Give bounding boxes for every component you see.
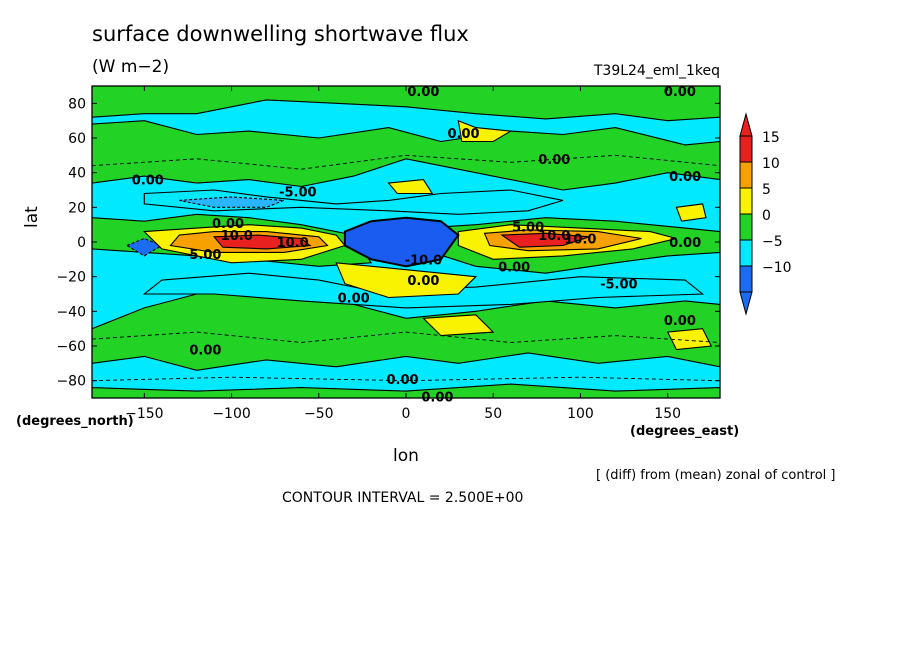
contour-label: 10.0 [221,229,253,244]
y-tick-label: 20 [68,200,86,216]
contour-label: 10.0 [564,233,596,248]
colorbar-swatch [739,161,753,189]
region-yellow-north-patch-1 [457,119,513,143]
region-negative-band-north [179,196,285,208]
x-tick-label: 0 [402,406,411,422]
run-id-label: T39L24_eml_1keq [593,63,720,79]
source-note: [ (diff) from (mean) zonal of control ] [596,468,836,483]
y-tick-label: 40 [68,166,86,182]
contour-label: 10.0 [277,236,309,251]
y-tick-label: −80 [56,374,86,390]
region-yellow-south-patch [422,314,495,337]
contour-label: 0.00 [407,274,439,289]
contour-label: 0.00 [421,390,453,405]
region-negative-subtropics-north [143,189,564,215]
x-tick-label: −100 [212,406,250,422]
x-tick-label: −50 [304,406,334,422]
contour-label: 5.00 [189,248,221,263]
contour-label: 0.00 [338,291,370,306]
colorbar-swatch [739,135,753,163]
colorbar-swatch [739,187,753,215]
y-unit-label: (degrees_north) [16,414,134,429]
region-yellow-south-atlantic [335,262,478,299]
contour-label: 0.00 [386,373,418,388]
contour-dashed-polar [92,376,720,382]
region-positive-north-cap [92,86,720,122]
region-blue-minimum [343,216,460,268]
y-tick-label: 0 [77,235,86,251]
contour-label: 0.00 [664,314,696,329]
colorbar-swatch [739,213,753,241]
contour-label: 0.00 [498,260,530,275]
contour-label: 0.00 [407,85,439,100]
contour-label: 10.0 [538,229,570,244]
colorbar-label: 0 [762,208,771,224]
x-axis-label: lon [393,446,419,466]
y-tick-label: −40 [56,304,86,320]
colorbar-swatch [739,239,753,267]
y-axis-label: lat [22,206,42,228]
contour-label: -5.00 [600,278,637,293]
contour-label: 0.00 [189,343,221,358]
chart-title: surface downwelling shortwave flux [92,22,469,46]
x-tick-label: 100 [567,406,594,422]
colorbar-label: 10 [762,156,780,172]
contour-label: 0.00 [538,153,570,168]
region-positive-south-cap [92,383,720,398]
region-red-equator-west [212,234,312,250]
contour-label: 0.00 [132,174,164,189]
y-tick-label: 60 [68,131,86,147]
region-red-equator-east [500,232,590,248]
contour-label: -10.0 [405,253,442,268]
y-tick-label: 80 [68,96,86,112]
x-unit-label: (degrees_east) [630,424,740,439]
y-tick-label: −20 [56,270,86,286]
contour-label: 0.00 [448,127,480,142]
x-tick-label: 150 [654,406,681,422]
contour-interval-label: CONTOUR INTERVAL = 2.500E+00 [282,490,524,506]
contour-label: 0.00 [664,85,696,100]
x-tick-label: 50 [484,406,502,422]
contour-label: 5.00 [512,220,544,235]
y-tick-label: −60 [56,339,86,355]
x-tick-label: −150 [125,406,163,422]
contour-label: 0.00 [669,236,701,251]
colorbar-label: −5 [762,234,783,250]
colorbar-arrow-top [739,112,753,137]
region-yellow-southeast-patch [666,328,713,351]
region-yellow-north-patch-2 [387,179,434,195]
colorbar-label: 15 [762,130,780,146]
colorbar-swatch [739,265,753,293]
colorbar-label: 5 [762,182,771,198]
units-label: (W m−2) [92,57,170,77]
colorbar-arrow-bottom [739,291,753,316]
contour-label: -5.00 [279,186,316,201]
contour-label: 0.00 [669,170,701,185]
region-yellow-north-patch-3 [675,203,707,222]
contour-dashed-south [92,331,720,343]
contour-dashed-north [92,154,720,170]
colorbar-label: −10 [762,260,792,276]
contour-label: 0.00 [212,217,244,232]
field-layer [92,86,720,398]
